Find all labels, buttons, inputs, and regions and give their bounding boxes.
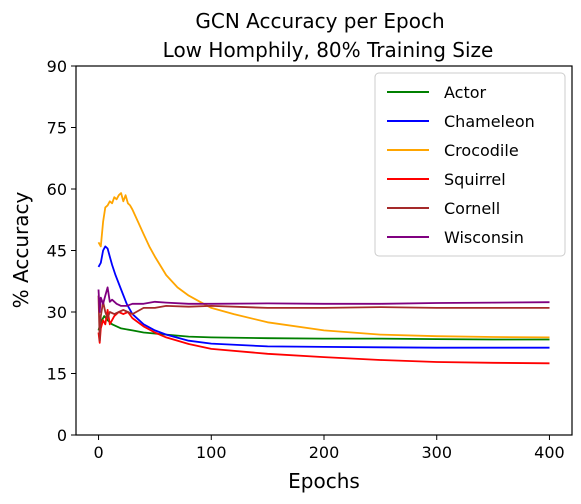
x-axis: 0 100 200 300 400 [93, 435, 565, 462]
chart-subtitle: Low Homphily, 80% Training Size [163, 38, 494, 62]
series-line-crocodile [97, 192, 550, 339]
series-line-cornell [97, 295, 550, 342]
legend-label-squirrel: Squirrel [444, 170, 506, 189]
legend-label-cornell: Cornell [444, 199, 500, 218]
series-line-squirrel [97, 309, 550, 365]
y-axis: 0 15 30 45 60 75 90 [47, 57, 76, 445]
chart-title: GCN Accuracy per Epoch [195, 9, 444, 33]
x-tick-label: 300 [421, 443, 452, 462]
plot-lines [97, 192, 550, 365]
series-line-wisconsin [97, 286, 550, 313]
x-tick-label: 100 [196, 443, 227, 462]
legend: Actor Chameleon Crocodile Squirrel Cornell Wi… [374, 72, 566, 257]
y-tick-label: 45 [47, 242, 67, 261]
legend-label-chameleon: Chameleon [444, 112, 535, 131]
y-tick-label: 15 [47, 365, 67, 384]
y-tick-label: 0 [57, 426, 67, 445]
y-tick-label: 90 [47, 57, 67, 76]
legend-label-wisconsin: Wisconsin [444, 228, 524, 247]
legend-label-crocodile: Crocodile [444, 141, 519, 160]
y-tick-label: 60 [47, 180, 67, 199]
x-axis-label: Epochs [288, 469, 360, 493]
x-tick-label: 400 [534, 443, 565, 462]
legend-label-actor: Actor [444, 83, 487, 102]
series-line-chameleon [97, 245, 550, 349]
legend-box [374, 72, 566, 257]
x-tick-label: 200 [309, 443, 340, 462]
y-tick-label: 30 [47, 303, 67, 322]
y-axis-label: % Accuracy [9, 192, 33, 309]
y-tick-label: 75 [47, 119, 67, 138]
x-tick-label: 0 [93, 443, 103, 462]
